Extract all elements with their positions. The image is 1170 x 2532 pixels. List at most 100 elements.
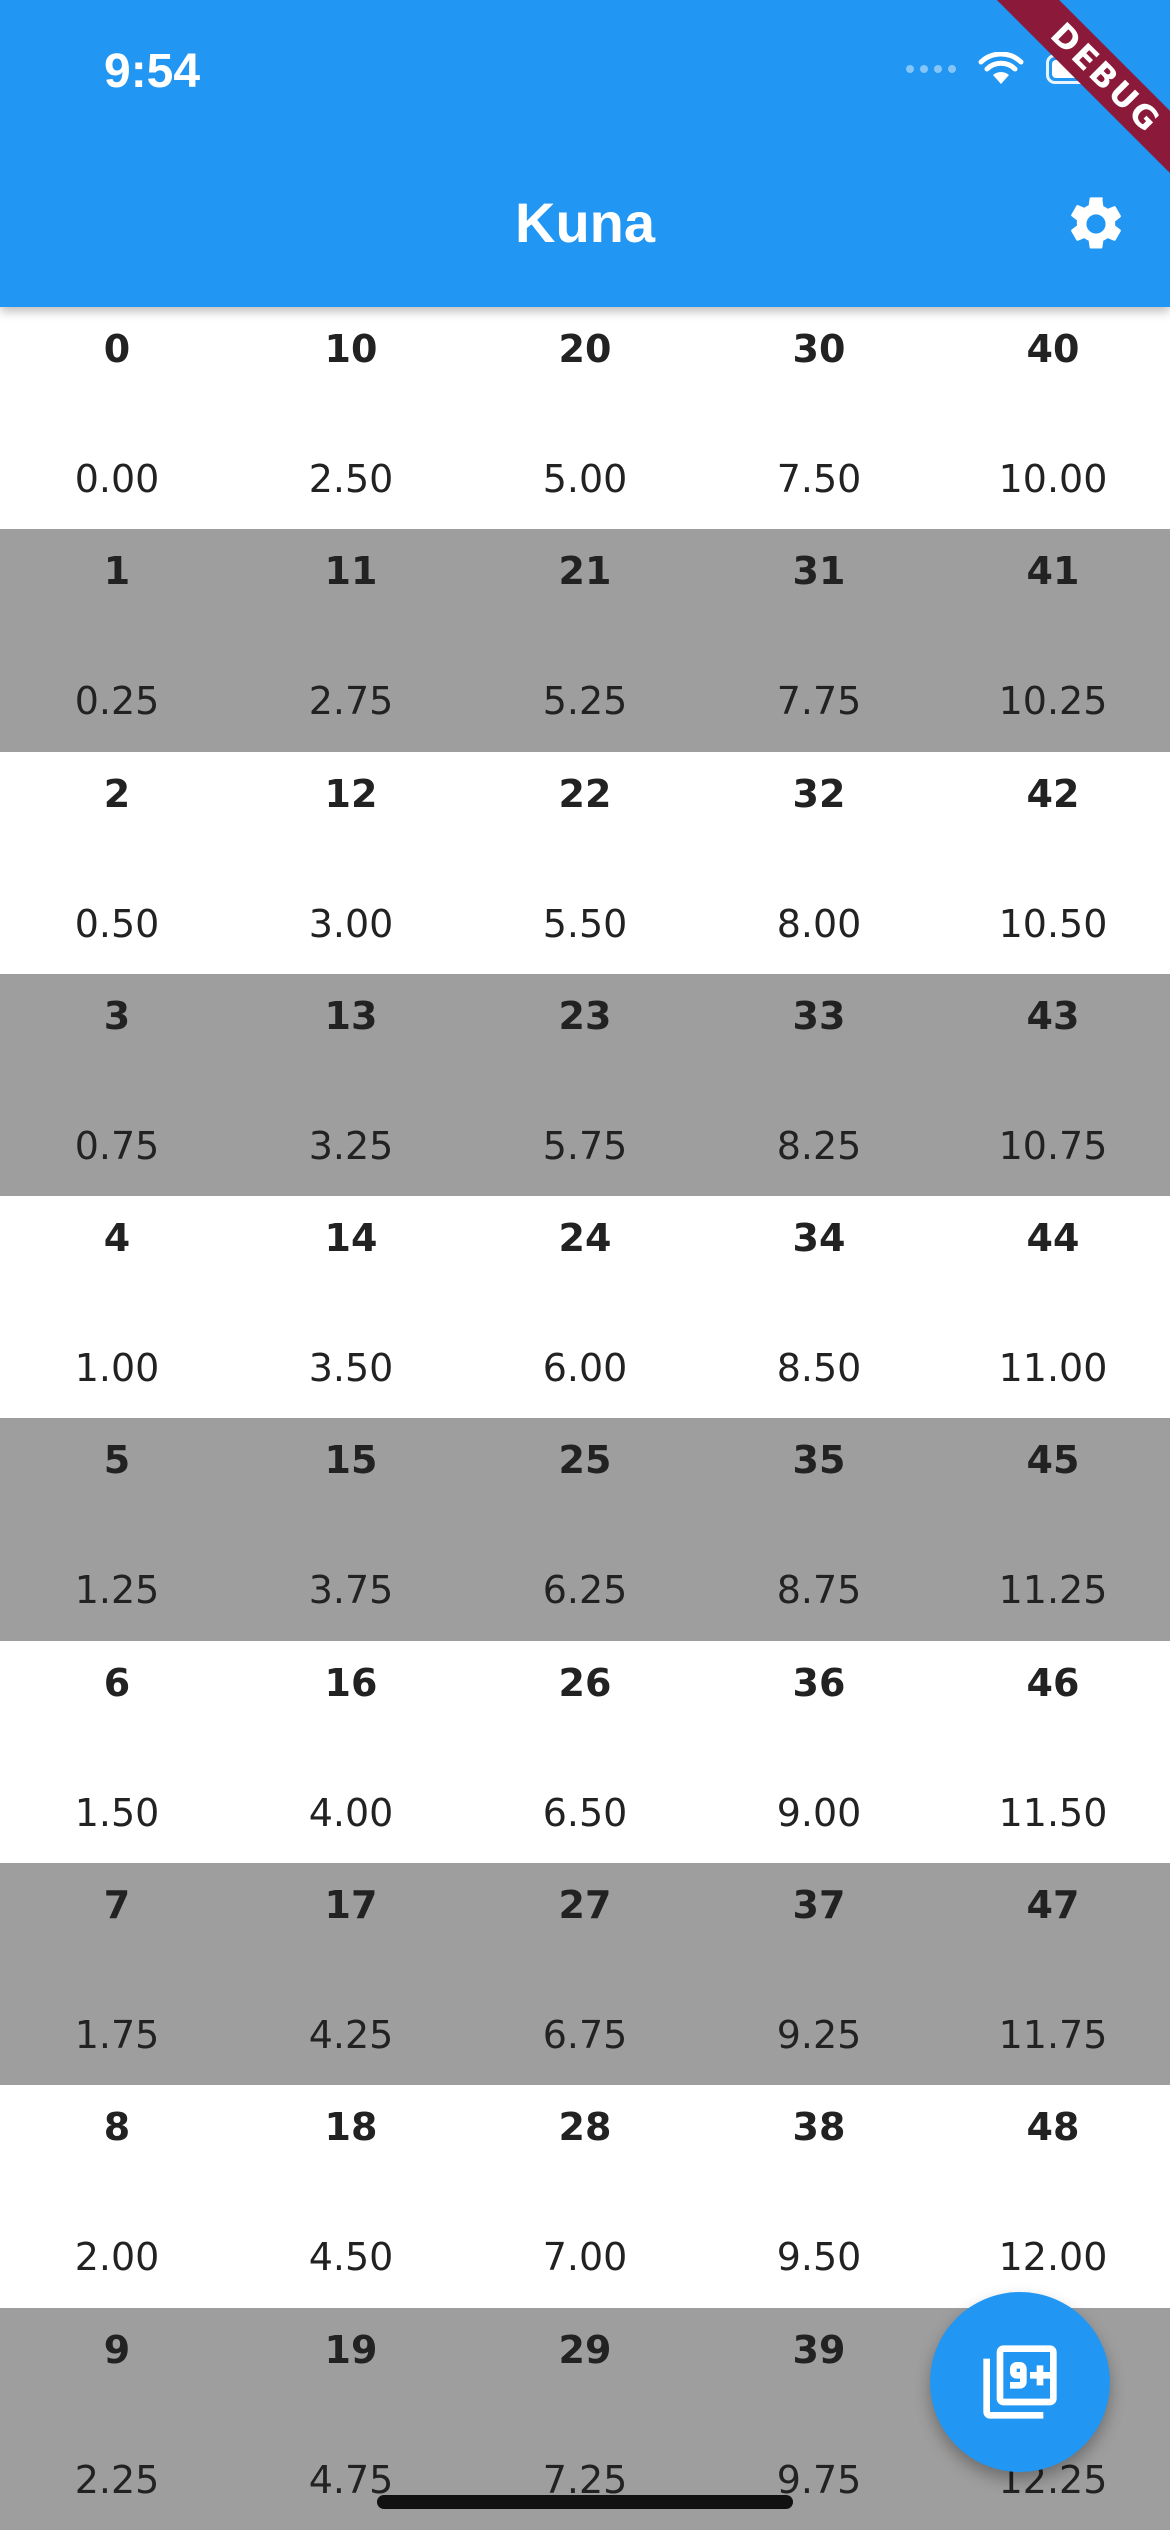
cell-count: 34 bbox=[792, 1216, 846, 1261]
cell-count: 28 bbox=[558, 2105, 612, 2150]
grid-cell[interactable]: 16 4.00 bbox=[234, 1641, 468, 1863]
grid-cell[interactable]: 34 8.50 bbox=[702, 1196, 936, 1418]
cell-amount: 9.75 bbox=[776, 2457, 862, 2502]
grid-cell[interactable]: 32 8.00 bbox=[702, 752, 936, 974]
cell-amount: 7.75 bbox=[776, 679, 862, 724]
cell-amount: 4.00 bbox=[308, 1790, 394, 1835]
grid-cell[interactable]: 3 0.75 bbox=[0, 974, 234, 1196]
cell-count: 41 bbox=[1026, 549, 1080, 594]
cell-amount: 5.50 bbox=[542, 901, 628, 946]
cell-amount: 5.00 bbox=[542, 457, 628, 501]
grid-cell[interactable]: 7 1.75 bbox=[0, 1863, 234, 2085]
grid-cell[interactable]: 5 1.25 bbox=[0, 1418, 234, 1640]
cell-amount: 8.50 bbox=[776, 1346, 862, 1391]
cell-amount: 11.50 bbox=[998, 1790, 1108, 1835]
grid-cell[interactable]: 15 3.75 bbox=[234, 1418, 468, 1640]
cell-count: 5 bbox=[103, 1438, 131, 1483]
grid-cell[interactable]: 45 11.25 bbox=[936, 1418, 1170, 1640]
grid-cell[interactable]: 21 5.25 bbox=[468, 529, 702, 751]
grid-cell[interactable]: 0 0.00 bbox=[0, 307, 234, 529]
grid-cell[interactable]: 25 6.25 bbox=[468, 1418, 702, 1640]
grid-cell[interactable]: 48 12.00 bbox=[936, 2085, 1170, 2307]
grid-cell[interactable]: 46 11.50 bbox=[936, 1641, 1170, 1863]
grid-cell[interactable]: 22 5.50 bbox=[468, 752, 702, 974]
grid-cell[interactable]: 41 10.25 bbox=[936, 529, 1170, 751]
grid-cell[interactable]: 2 0.50 bbox=[0, 752, 234, 974]
grid-cell[interactable]: 33 8.25 bbox=[702, 974, 936, 1196]
cell-count: 39 bbox=[792, 2327, 846, 2372]
grid-cell[interactable]: 37 9.25 bbox=[702, 1863, 936, 2085]
grid-cell[interactable]: 40 10.00 bbox=[936, 307, 1170, 529]
grid-cell[interactable]: 47 11.75 bbox=[936, 1863, 1170, 2085]
grid-cell[interactable]: 42 10.50 bbox=[936, 752, 1170, 974]
grid-cell[interactable]: 31 7.75 bbox=[702, 529, 936, 751]
grid-cell[interactable]: 28 7.00 bbox=[468, 2085, 702, 2307]
grid-cell[interactable]: 18 4.50 bbox=[234, 2085, 468, 2307]
grid-cell[interactable]: 23 5.75 bbox=[468, 974, 702, 1196]
grid-cell[interactable]: 24 6.00 bbox=[468, 1196, 702, 1418]
grid-cell[interactable]: 39 9.75 bbox=[702, 2308, 936, 2530]
cell-amount: 0.25 bbox=[74, 679, 160, 724]
grid-cell[interactable]: 8 2.00 bbox=[0, 2085, 234, 2307]
cell-amount: 2.50 bbox=[308, 457, 394, 501]
cell-count: 47 bbox=[1026, 1883, 1080, 1928]
cell-count: 2 bbox=[103, 771, 131, 816]
value-grid: 0 0.00 10 2.50 20 5.00 30 7.50 40 10.00 1 0.25 11 2.7… bbox=[0, 307, 1170, 2530]
cell-count: 7 bbox=[103, 1883, 131, 1928]
cell-amount: 8.25 bbox=[776, 1123, 862, 1168]
cell-count: 18 bbox=[324, 2105, 378, 2150]
grid-cell[interactable]: 36 9.00 bbox=[702, 1641, 936, 1863]
cell-amount: 4.25 bbox=[308, 2013, 394, 2058]
grid-cell[interactable]: 44 11.00 bbox=[936, 1196, 1170, 1418]
cell-count: 24 bbox=[558, 1216, 612, 1261]
cell-amount: 10.25 bbox=[998, 679, 1108, 724]
wifi-icon bbox=[978, 52, 1024, 84]
cell-count: 11 bbox=[324, 549, 378, 594]
cell-count: 32 bbox=[792, 771, 846, 816]
cell-count: 40 bbox=[1026, 327, 1080, 371]
grid-cell[interactable]: 11 2.75 bbox=[234, 529, 468, 751]
grid-cell[interactable]: 20 5.00 bbox=[468, 307, 702, 529]
cell-amount: 7.50 bbox=[776, 457, 862, 501]
grid-cell[interactable]: 17 4.25 bbox=[234, 1863, 468, 2085]
grid-cell[interactable]: 1 0.25 bbox=[0, 529, 234, 751]
app-bar: 9:54 Kuna bbox=[0, 0, 1170, 307]
grid-cell[interactable]: 27 6.75 bbox=[468, 1863, 702, 2085]
cell-amount: 5.25 bbox=[542, 679, 628, 724]
cell-count: 15 bbox=[324, 1438, 378, 1483]
grid-cell[interactable]: 10 2.50 bbox=[234, 307, 468, 529]
grid-cell[interactable]: 4 1.00 bbox=[0, 1196, 234, 1418]
grid-row: 5 1.25 15 3.75 25 6.25 35 8.75 45 11.25 bbox=[0, 1418, 1170, 1641]
cell-amount: 6.00 bbox=[542, 1346, 628, 1391]
cell-count: 12 bbox=[324, 771, 378, 816]
cell-amount: 10.00 bbox=[998, 457, 1108, 501]
settings-button[interactable] bbox=[1060, 188, 1132, 260]
cell-amount: 8.00 bbox=[776, 901, 862, 946]
cell-amount: 6.50 bbox=[542, 1790, 628, 1835]
grid-cell[interactable]: 6 1.50 bbox=[0, 1641, 234, 1863]
cell-count: 19 bbox=[324, 2327, 378, 2372]
cell-amount: 11.00 bbox=[998, 1346, 1108, 1391]
cell-count: 20 bbox=[558, 327, 612, 371]
grid-cell[interactable]: 35 8.75 bbox=[702, 1418, 936, 1640]
cell-amount: 3.50 bbox=[308, 1346, 394, 1391]
grid-row: 2 0.50 12 3.00 22 5.50 32 8.00 42 10.50 bbox=[0, 752, 1170, 974]
grid-cell[interactable]: 30 7.50 bbox=[702, 307, 936, 529]
grid-cell[interactable]: 12 3.00 bbox=[234, 752, 468, 974]
cell-amount: 0.50 bbox=[74, 901, 160, 946]
cell-count: 38 bbox=[792, 2105, 846, 2150]
fab-button[interactable] bbox=[930, 2292, 1110, 2472]
grid-cell[interactable]: 38 9.50 bbox=[702, 2085, 936, 2307]
grid-cell[interactable]: 19 4.75 bbox=[234, 2308, 468, 2530]
signal-icon bbox=[906, 65, 956, 73]
grid-cell[interactable]: 29 7.25 bbox=[468, 2308, 702, 2530]
grid-cell[interactable]: 9 2.25 bbox=[0, 2308, 234, 2530]
cell-amount: 7.25 bbox=[542, 2457, 628, 2502]
grid-cell[interactable]: 43 10.75 bbox=[936, 974, 1170, 1196]
cell-count: 48 bbox=[1026, 2105, 1080, 2150]
grid-cell[interactable]: 26 6.50 bbox=[468, 1641, 702, 1863]
cell-count: 21 bbox=[558, 549, 612, 594]
grid-cell[interactable]: 13 3.25 bbox=[234, 974, 468, 1196]
grid-cell[interactable]: 14 3.50 bbox=[234, 1196, 468, 1418]
